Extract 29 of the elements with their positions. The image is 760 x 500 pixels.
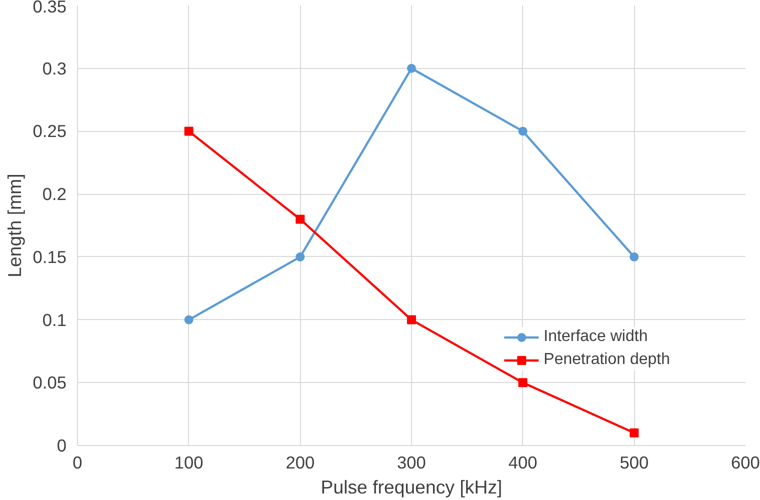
point — [184, 315, 194, 324]
point — [296, 252, 305, 262]
legend-label: Penetration depth — [544, 351, 670, 369]
point — [184, 126, 194, 136]
x-tick-label: 200 — [286, 452, 315, 472]
y-tick-label: 0.2 — [42, 184, 67, 204]
x-tick-label: 300 — [397, 452, 426, 472]
x-tick-label: 500 — [620, 452, 649, 472]
x-axis-title: Pulse frequency [kHz] — [320, 476, 502, 498]
point — [407, 64, 416, 73]
x-tick-label: 600 — [731, 452, 760, 472]
point — [630, 252, 639, 262]
y-tick-label: 0.15 — [32, 246, 67, 267]
point — [407, 315, 416, 324]
x-tick-label: 100 — [174, 452, 204, 472]
y-tick-label: 0.1 — [42, 310, 67, 330]
x-tick-label: 400 — [508, 452, 538, 472]
y-tick-label: 0.3 — [42, 58, 67, 78]
point — [518, 126, 528, 136]
y-tick-label: 0.25 — [32, 121, 67, 142]
point — [518, 378, 528, 388]
point — [630, 428, 639, 438]
y-tick-label: 0 — [56, 436, 67, 456]
y-tick-label: 0.05 — [32, 372, 67, 393]
y-axis-title: Length [mm] — [4, 174, 25, 278]
x-tick-label: 0 — [72, 452, 82, 472]
legend-label: Interface width — [544, 328, 648, 346]
point — [296, 214, 305, 224]
y-tick-label: 0.35 — [32, 0, 67, 16]
